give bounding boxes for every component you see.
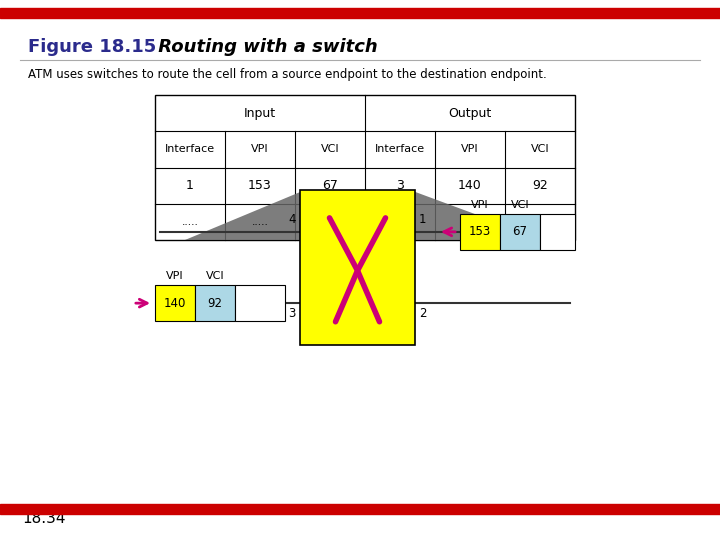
Text: 2: 2: [419, 307, 426, 320]
Text: Input: Input: [244, 106, 276, 120]
Text: .....: .....: [322, 217, 338, 227]
Text: 4: 4: [289, 213, 296, 226]
Text: 18.34: 18.34: [22, 511, 66, 526]
Text: VPI: VPI: [471, 200, 489, 210]
Text: 67: 67: [322, 179, 338, 192]
Bar: [155, 285, 195, 321]
Text: .....: .....: [251, 217, 269, 227]
Text: ATM uses switches to route the cell from a source endpoint to the destination en: ATM uses switches to route the cell from…: [28, 68, 546, 81]
Bar: [460, 214, 500, 250]
Text: Interface: Interface: [165, 144, 215, 154]
Text: Output: Output: [449, 106, 492, 120]
Text: VCI: VCI: [320, 144, 339, 154]
Text: 3: 3: [396, 179, 404, 192]
Text: VPI: VPI: [251, 144, 269, 154]
Text: 140: 140: [164, 296, 186, 309]
Text: 92: 92: [207, 296, 222, 309]
Bar: [0, 504, 720, 514]
Text: 153: 153: [469, 225, 491, 238]
Text: VCI: VCI: [510, 200, 529, 210]
Text: Interface: Interface: [375, 144, 425, 154]
Polygon shape: [325, 190, 405, 240]
Text: 3: 3: [289, 307, 296, 320]
Text: VPI: VPI: [166, 271, 184, 281]
Text: Routing with a switch: Routing with a switch: [152, 38, 378, 56]
Text: 1: 1: [186, 179, 194, 192]
Text: .....: .....: [392, 217, 408, 227]
Polygon shape: [185, 190, 545, 240]
Bar: [195, 285, 235, 321]
Bar: [300, 190, 415, 345]
Text: 1: 1: [419, 213, 426, 226]
Bar: [540, 214, 575, 250]
Text: ...: ...: [465, 217, 475, 227]
Bar: [500, 214, 540, 250]
Bar: [155, 95, 575, 240]
Bar: [0, 8, 720, 18]
Text: VCI: VCI: [531, 144, 549, 154]
Text: VCI: VCI: [206, 271, 225, 281]
Text: .....: .....: [181, 217, 199, 227]
Text: Figure 18.15: Figure 18.15: [28, 38, 156, 56]
Text: 92: 92: [532, 179, 548, 192]
Text: 67: 67: [513, 225, 528, 238]
Text: 140: 140: [458, 179, 482, 192]
Text: VPI: VPI: [462, 144, 479, 154]
Text: .....: .....: [531, 217, 549, 227]
Bar: [235, 285, 285, 321]
Text: 153: 153: [248, 179, 272, 192]
